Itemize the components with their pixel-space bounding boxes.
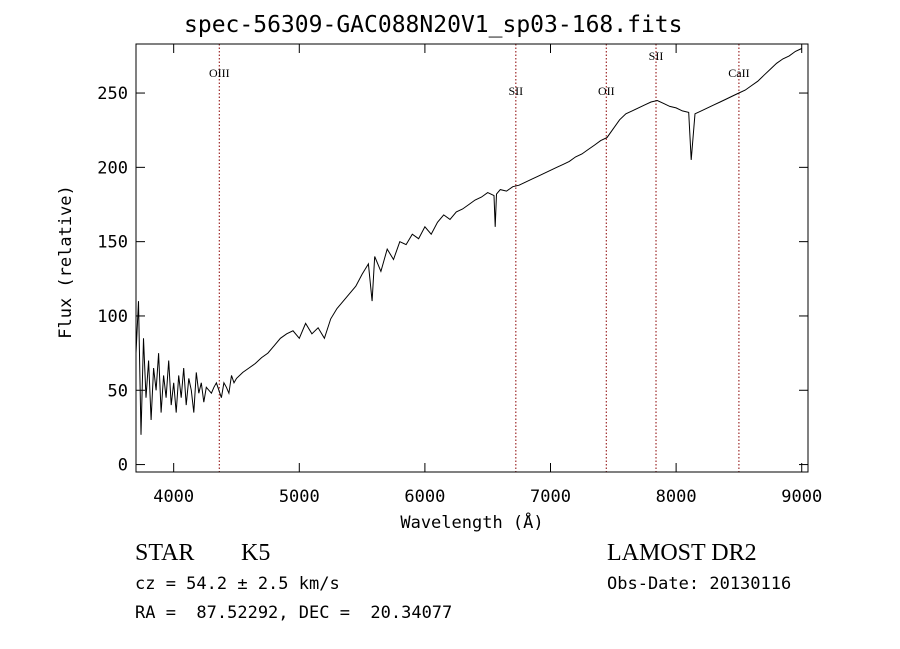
chart-title: spec-56309-GAC088N20V1_sp03-168.fits bbox=[184, 12, 683, 38]
x-tick-label: 4000 bbox=[153, 487, 194, 507]
y-tick-label: 250 bbox=[97, 84, 128, 104]
marker-label: SII bbox=[649, 49, 664, 63]
marker-label: CaII bbox=[728, 66, 749, 80]
x-tick-label: 6000 bbox=[404, 487, 445, 507]
y-axis-label: Flux (relative) bbox=[56, 185, 76, 339]
plot-frame bbox=[135, 43, 809, 473]
redshift-readout: cz = 54.2 ± 2.5 km/s bbox=[135, 574, 340, 594]
marker-label: OIII bbox=[209, 66, 230, 80]
x-axis-ticks: 4000 5000 6000 7000 8000 9000 bbox=[153, 44, 822, 507]
x-tick-label: 5000 bbox=[279, 487, 320, 507]
survey-name: LAMOST DR2 bbox=[607, 540, 757, 566]
y-tick-label: 50 bbox=[108, 381, 128, 401]
spectrum-line bbox=[135, 48, 802, 435]
x-tick-label: 8000 bbox=[656, 487, 697, 507]
sky-coordinates: RA = 87.52292, DEC = 20.34077 bbox=[135, 603, 453, 623]
y-tick-label: 0 bbox=[118, 456, 128, 476]
x-tick-label: 7000 bbox=[530, 487, 571, 507]
x-axis-label: Wavelength (Å) bbox=[400, 511, 543, 533]
object-class: STAR bbox=[135, 540, 195, 566]
marker-label: SII bbox=[509, 84, 524, 98]
marker-label: OII bbox=[598, 84, 615, 98]
x-tick-label: 9000 bbox=[781, 487, 822, 507]
y-tick-label: 200 bbox=[97, 158, 128, 178]
y-axis-ticks: 0 50 100 150 200 250 bbox=[97, 84, 808, 476]
observation-date: Obs-Date: 20130116 bbox=[607, 574, 792, 594]
y-tick-label: 150 bbox=[97, 233, 128, 253]
object-subclass: K5 bbox=[241, 540, 271, 566]
y-tick-label: 100 bbox=[97, 307, 128, 327]
emission-line-markers: OIII SII OII SII CaII bbox=[209, 44, 750, 472]
